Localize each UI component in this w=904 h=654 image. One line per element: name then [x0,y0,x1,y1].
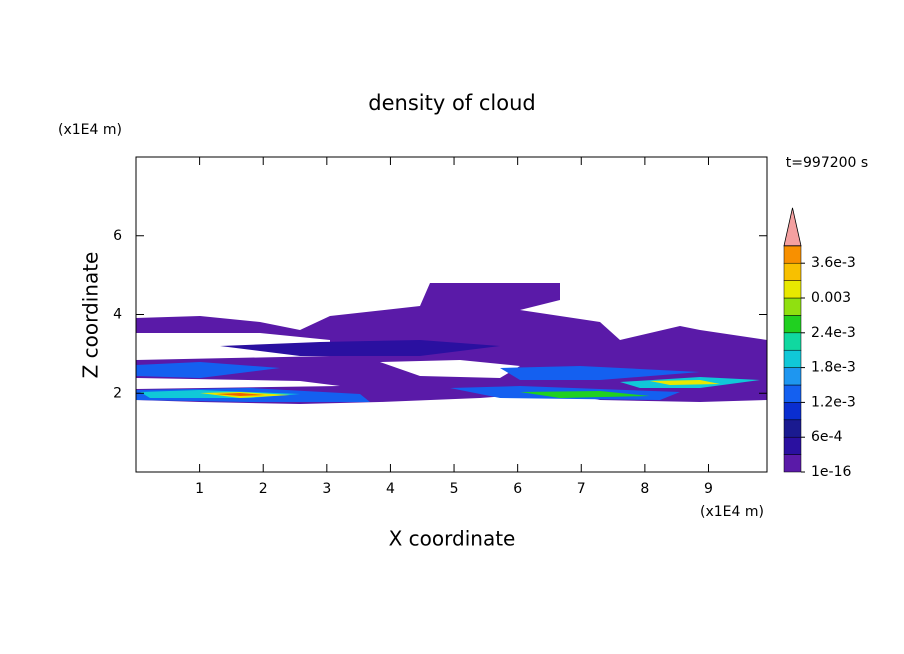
y-tick-label: 6 [113,228,122,244]
y-unit: (x1E4 m) [58,122,122,138]
colorbar-label: 2.4e-3 [811,325,856,341]
contour-gap [136,378,340,389]
colorbar-segment [783,419,802,438]
colorbar-label: 6e-4 [811,429,843,445]
x-tick-label: 3 [322,481,331,497]
chart-title: density of cloud [368,91,535,115]
x-tick-label: 5 [450,481,459,497]
colorbar-segment [783,262,802,281]
colorbar-segment [783,315,802,334]
x-tick-label: 6 [513,481,522,497]
y-axis-label: Z coordinate [79,252,103,379]
colorbar-segment [783,384,802,403]
colorbar-segment [783,332,802,351]
x-axis-label: X coordinate [389,527,516,551]
x-tick-label: 7 [577,481,586,497]
colorbar-segment [783,367,802,386]
colorbar-segment [783,297,802,316]
colorbar-extension [783,207,802,247]
contour-region [220,340,500,356]
x-tick-label: 8 [640,481,649,497]
colorbar-label: 1.2e-3 [811,394,856,410]
contour-region [136,362,280,378]
time-label: t=997200 s [786,155,868,171]
colorbar-label: 0.003 [811,290,851,306]
colorbar-segment [783,454,802,473]
colorbar-segment [783,402,802,421]
contour-region [520,391,650,398]
x-tick-label: 1 [195,481,204,497]
x-tick-label: 9 [704,481,713,497]
x-tick-label: 2 [259,481,268,497]
x-unit: (x1E4 m) [700,504,764,520]
contour-gap [380,360,520,378]
colorbar-label: 1e-16 [811,464,851,480]
contour-region [650,380,720,385]
colorbar-segment [783,436,802,455]
y-tick-label: 4 [113,307,122,323]
colorbar-segment [783,349,802,368]
x-tick-label: 4 [386,481,395,497]
colorbar-segment [783,280,802,299]
contour-region [215,393,265,396]
y-tick-label: 2 [113,385,122,401]
colorbar-label: 3.6e-3 [811,255,856,271]
contour-field [136,283,767,404]
colorbar-label: 1.8e-3 [811,360,856,376]
colorbar-segment [783,245,802,264]
contour-region [500,366,700,380]
